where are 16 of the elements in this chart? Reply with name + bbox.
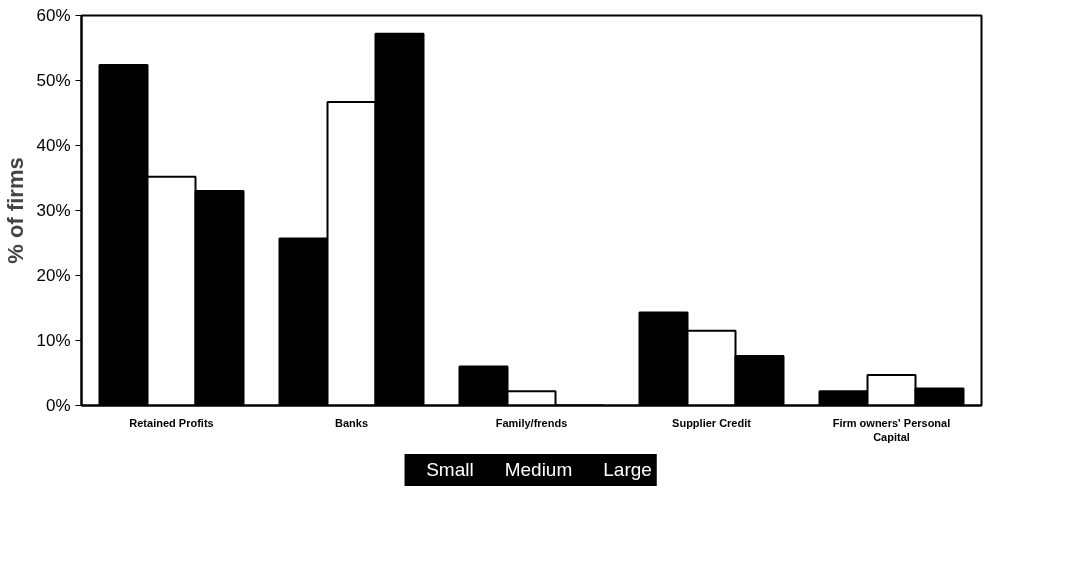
y-tick-label: 20% <box>36 266 71 285</box>
y-tick-label: 40% <box>36 136 71 155</box>
x-tick-label: Banks <box>334 416 369 429</box>
text: Small <box>426 459 474 481</box>
x-tick-label: Family/frends <box>495 416 568 429</box>
text: Medium <box>504 459 573 481</box>
x-tick-label: Firm owners' Personal Capital <box>832 416 951 443</box>
x-tick-label: Retained Profits <box>129 416 214 429</box>
y-axis-title: % of firms <box>3 157 29 264</box>
y-tick-label: 60% <box>36 6 71 25</box>
y-tick-label: 30% <box>36 201 71 220</box>
text: Large <box>603 459 652 481</box>
x-tick-label: Supplier Credit <box>672 416 752 429</box>
y-tick-label: 10% <box>36 331 71 350</box>
y-tick-label: 50% <box>36 71 71 90</box>
y-tick-label: 0% <box>45 396 71 415</box>
